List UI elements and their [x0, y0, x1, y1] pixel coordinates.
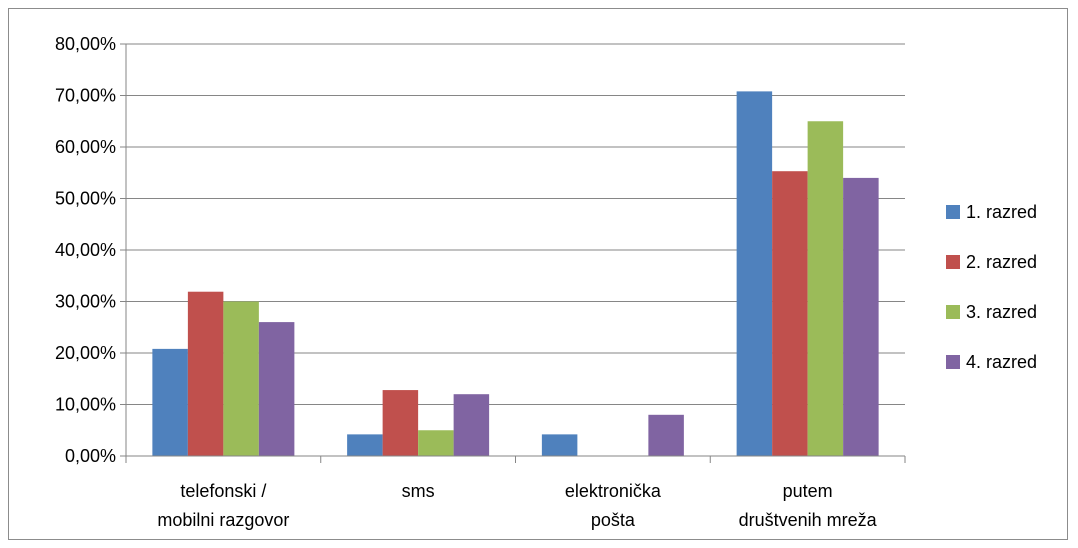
category-label: elektronička [565, 481, 662, 501]
legend-swatch [946, 255, 960, 269]
bar [382, 390, 419, 456]
category-labels: telefonski / mobilni razgovor sms elektroni… [157, 481, 877, 530]
bars [152, 91, 879, 456]
bar [152, 348, 188, 456]
bar [187, 291, 224, 456]
bar [541, 434, 578, 456]
legend-label: 1. razred [966, 202, 1037, 222]
bar [347, 434, 383, 456]
legend-label: 4. razred [966, 352, 1037, 372]
bar [772, 171, 808, 456]
bar [843, 177, 879, 456]
y-tick-label: 70,00% [55, 86, 116, 106]
legend-label: 2. razred [966, 252, 1037, 272]
bar [418, 430, 454, 456]
bar [453, 394, 490, 456]
category-label: društvenih mreža [739, 510, 878, 530]
y-tick-label: 20,00% [55, 343, 116, 363]
bar [223, 301, 259, 456]
bar [807, 121, 844, 456]
bar [258, 322, 295, 456]
y-tick-label: 50,00% [55, 189, 116, 209]
legend-label: 3. razred [966, 302, 1037, 322]
category-label: putem [783, 481, 833, 501]
y-tick-label: 60,00% [55, 137, 116, 157]
legend-swatch [946, 205, 960, 219]
legend: 1. razred 2. razred 3. razred 4. razred [946, 202, 1037, 372]
y-tick-label: 80,00% [55, 34, 116, 54]
category-label: pošta [591, 510, 636, 530]
y-tick-label: 30,00% [55, 292, 116, 312]
bar [648, 414, 684, 456]
legend-swatch [946, 305, 960, 319]
y-tick-labels: 0,00% 10,00% 20,00% 30,00% 40,00% 50,00% 60,00… [55, 34, 116, 466]
bar [736, 91, 773, 456]
category-label: telefonski / [180, 481, 266, 501]
y-tick-label: 40,00% [55, 240, 116, 260]
y-tick-label: 0,00% [65, 446, 116, 466]
axes [120, 43, 906, 463]
category-label: mobilni razgovor [157, 510, 289, 530]
legend-swatch [946, 355, 960, 369]
y-tick-label: 10,00% [55, 395, 116, 415]
category-label: sms [402, 481, 435, 501]
